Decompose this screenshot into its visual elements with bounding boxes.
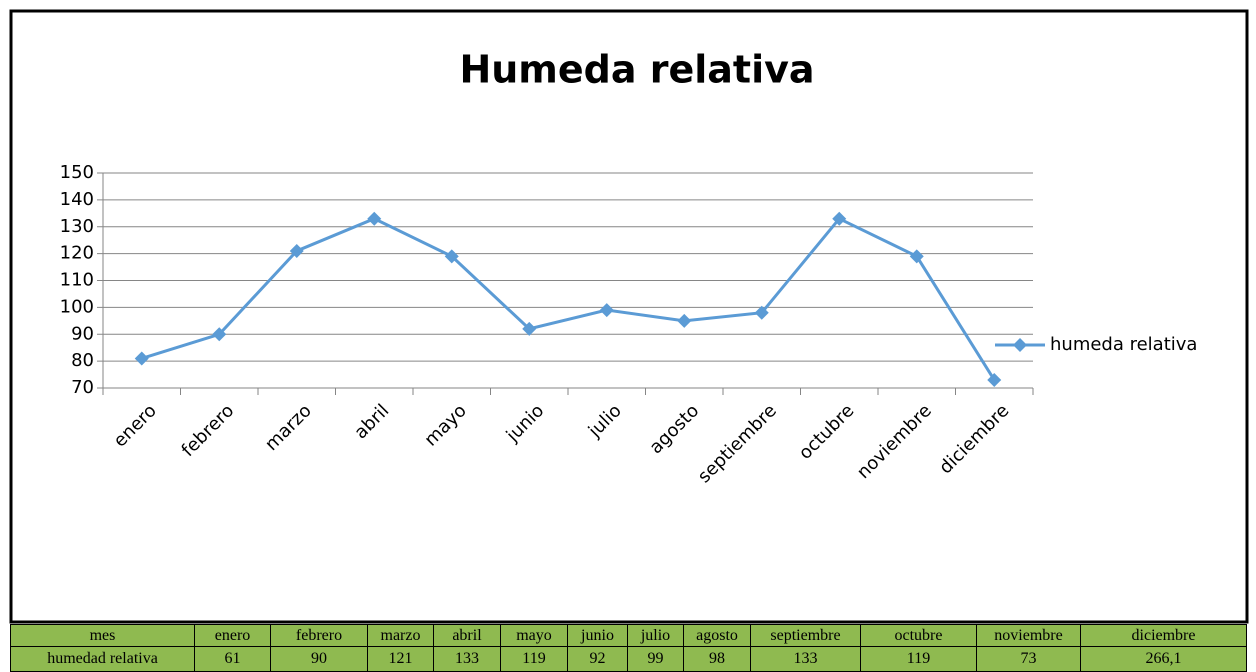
table-cell: 133 <box>750 646 861 672</box>
table-cell: 119 <box>860 646 977 672</box>
table-cell: 119 <box>500 646 568 672</box>
table-cell: octubre <box>860 624 977 647</box>
marker <box>522 321 537 336</box>
table-cell: agosto <box>683 624 751 647</box>
y-tick-label: 90 <box>71 323 94 344</box>
table-cell: julio <box>627 624 684 647</box>
table-cell: noviembre <box>976 624 1081 647</box>
table-cell: 61 <box>194 646 271 672</box>
chart: Humeda relativa 70 80 90 100 110 120 130 140 150… <box>9 9 1249 624</box>
table-cell: 90 <box>270 646 368 672</box>
chart-border <box>9 9 1249 624</box>
table-cell: 266,1 <box>1080 646 1247 672</box>
table-cell: 133 <box>433 646 501 672</box>
y-tick-label: 100 <box>60 296 94 317</box>
table-cell: marzo <box>367 624 434 647</box>
table-cell: abril <box>433 624 501 647</box>
table-cell: 92 <box>567 646 628 672</box>
y-tick-label: 120 <box>60 243 94 264</box>
marker <box>289 243 304 258</box>
marker <box>987 372 1002 387</box>
table-cell: febrero <box>270 624 368 647</box>
table-cell: enero <box>194 624 271 647</box>
table-cell: 99 <box>627 646 684 672</box>
marker <box>677 313 692 328</box>
marker <box>367 211 382 226</box>
chart-title: Humeda relativa <box>459 48 814 92</box>
marker <box>134 351 149 366</box>
marker <box>754 305 769 320</box>
legend-label: humeda relativa <box>1050 334 1197 355</box>
table-cell: 73 <box>976 646 1081 672</box>
table-cell: mes <box>10 624 195 647</box>
y-tick-label: 80 <box>71 350 94 371</box>
table-cell: 121 <box>367 646 434 672</box>
table-cell: diciembre <box>1080 624 1247 647</box>
y-tick-label: 110 <box>60 270 94 291</box>
table-cell: 98 <box>683 646 751 672</box>
y-tick-label: 70 <box>71 377 94 398</box>
series-line <box>141 216 996 381</box>
y-tick-label: 150 <box>60 162 94 183</box>
marker <box>212 327 227 342</box>
y-tick-label: 140 <box>60 189 94 210</box>
marker <box>832 211 847 226</box>
table-cell: septiembre <box>750 624 861 647</box>
table-cell: mayo <box>500 624 568 647</box>
marker <box>599 303 614 318</box>
table-cell: junio <box>567 624 628 647</box>
marker <box>909 249 924 264</box>
legend-marker <box>1013 338 1027 352</box>
table-cell: humedad relativa <box>10 646 195 672</box>
y-tick-label: 130 <box>60 216 94 237</box>
marker <box>444 249 459 264</box>
